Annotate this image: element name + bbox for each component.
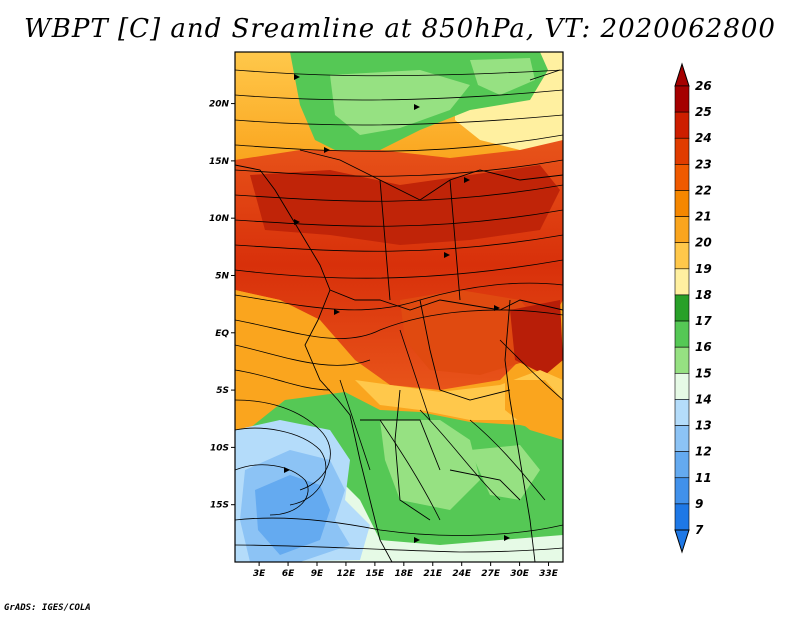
lat-tick-label: 15N: [209, 157, 230, 167]
colorbar-swatch: [674, 190, 690, 217]
colorbar-swatch: [674, 451, 690, 479]
lon-tick-label: 18E: [394, 569, 414, 579]
colorbar-max-arrow: [674, 62, 690, 87]
colorbar-swatch: [674, 216, 690, 244]
streamlines: [235, 69, 563, 553]
colorbar-label: 11: [695, 471, 712, 485]
colorbar-label: 22: [695, 183, 712, 197]
lon-tick-label: 15E: [366, 569, 386, 579]
lon-tick-label: 12E: [337, 569, 357, 579]
colorbar-label: 16: [695, 340, 712, 354]
colorbar-swatch: [674, 294, 690, 322]
lon-tick-label: 33E: [539, 569, 559, 579]
colorbar-swatch: [674, 399, 690, 426]
colorbar-label: 12: [695, 445, 712, 459]
lat-tick-label: 5S: [216, 386, 229, 396]
colorbar-label: 21: [695, 210, 712, 224]
colorbar-swatch: [674, 346, 690, 374]
lon-tick-label: 24E: [452, 569, 472, 579]
colorbar-swatch: [674, 164, 690, 191]
lon-tick-label: 3E: [253, 569, 266, 579]
colorbar-swatch: [674, 477, 690, 505]
country-borders: [235, 69, 563, 562]
colorbar-swatch: [674, 242, 690, 270]
colorbar-label: 19: [695, 262, 712, 276]
lat-tick-label: 5N: [215, 271, 229, 281]
colorbar-swatch: [674, 425, 690, 452]
credit-label: GrADS: IGES/COLA: [4, 603, 91, 613]
colorbar-swatch: [674, 372, 690, 400]
colorbar-label: 15: [695, 366, 712, 380]
colorbar-label: 26: [695, 79, 712, 93]
lon-tick-label: 30E: [510, 569, 530, 579]
lat-tick-label: EQ: [215, 329, 229, 339]
lat-tick-label: 20N: [209, 100, 230, 110]
lat-tick-label: 15S: [210, 501, 229, 511]
colorbar-label: 23: [695, 157, 712, 171]
longitude-axis: 3E 6E 9E 12E 15E 18E 21E 24E 27E 30E 33E: [253, 562, 559, 579]
lon-tick-label: 9E: [311, 569, 324, 579]
lon-tick-label: 21E: [423, 569, 443, 579]
colorbar-swatch: [674, 503, 690, 531]
colorbar-label: 14: [695, 392, 712, 406]
lon-tick-label: 6E: [282, 569, 295, 579]
lat-tick-label: 10N: [209, 214, 230, 224]
colorbar-label: 17: [695, 314, 712, 328]
colorbar-label: 24: [695, 131, 712, 145]
colorbar-swatch: [674, 111, 690, 139]
colorbar-swatch: [674, 137, 690, 165]
colorbar-swatch: [674, 268, 690, 296]
colorbar-swatch: [674, 320, 690, 348]
latitude-axis: 20N 15N 10N 5N EQ 5S 10S 15S: [209, 100, 235, 511]
map-title: WBPT [C] and Sreamline at 850hPa, VT: 20…: [24, 14, 776, 44]
colorbar-label: 20: [695, 236, 712, 250]
colorbar-label: 18: [695, 288, 712, 302]
colorbar-label: 25: [695, 105, 712, 119]
lat-tick-label: 10S: [210, 443, 229, 453]
lon-tick-label: 27E: [481, 569, 501, 579]
colorbar-swatch: [674, 85, 690, 113]
colorbar-label: 7: [695, 523, 704, 537]
colorbar-min-arrow: [674, 529, 690, 554]
colorbar: 26 25 24 23 22 21 20 19 18 17 16 15 14 13 12 11 9 7: [674, 62, 712, 554]
colorbar-label: 13: [695, 419, 712, 433]
map-frame: [234, 51, 564, 563]
colorbar-label: 9: [695, 497, 703, 511]
